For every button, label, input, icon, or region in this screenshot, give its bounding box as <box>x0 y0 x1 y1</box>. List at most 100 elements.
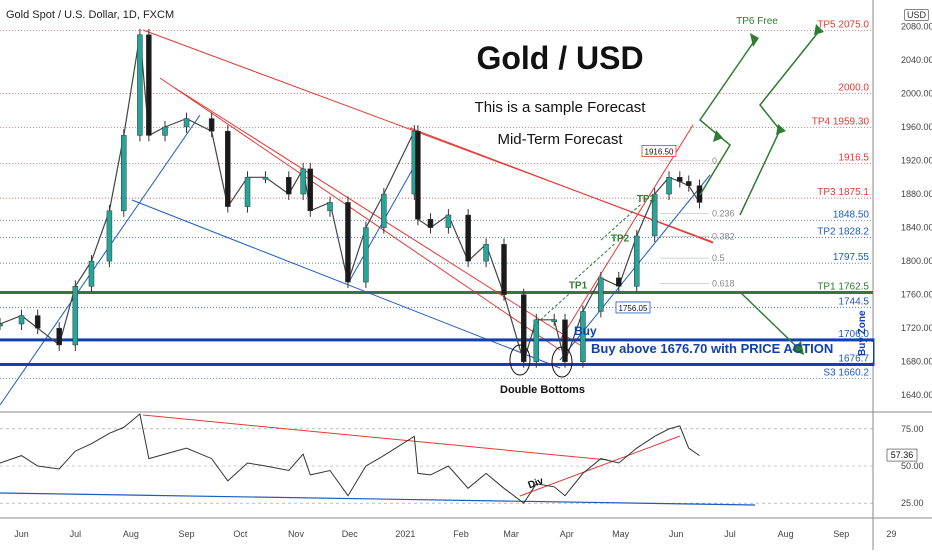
candle <box>56 327 62 346</box>
x-tick-label: Apr <box>560 529 574 539</box>
fib-label: 0.236 <box>712 209 735 219</box>
candle <box>520 294 527 362</box>
target-label: TP3 <box>637 194 656 205</box>
x-tick-label: Jun <box>669 529 684 539</box>
target-guide <box>532 290 574 327</box>
page-title: Gold / USD <box>476 40 644 76</box>
candle <box>580 311 586 362</box>
x-tick-label: Mar <box>503 529 519 539</box>
price-tag-label: 1756.05 <box>619 304 648 313</box>
candle <box>651 193 658 237</box>
candle <box>244 177 251 207</box>
candle <box>34 315 41 329</box>
candle <box>483 244 489 262</box>
level-label: TP2 1828.2 <box>817 226 869 237</box>
price-tag-box <box>615 301 651 314</box>
forecast-arrow <box>698 39 756 196</box>
candle <box>146 34 152 136</box>
y-tick-label: 1840.00 <box>901 223 932 233</box>
rsi-tick-label: 75.00 <box>901 424 924 434</box>
rsi-line <box>0 413 700 504</box>
level-label: 1916.5 <box>838 152 869 163</box>
buy-tag: Buy <box>574 324 597 338</box>
level-label: TP1 1762.5 <box>817 282 869 293</box>
candle <box>633 235 640 287</box>
candle <box>696 185 703 203</box>
level-label: TP3 1875.1 <box>817 187 869 198</box>
candle <box>616 277 622 287</box>
subtitle-sample: This is a sample Forecast <box>474 99 646 116</box>
double-bottom-circle <box>551 346 573 378</box>
candle <box>677 177 683 182</box>
x-tick-label: Jul <box>70 529 82 539</box>
target-guide <box>574 243 616 280</box>
x-tick-label: Oct <box>233 529 248 539</box>
arrowhead <box>750 33 759 47</box>
arrowhead <box>814 24 824 35</box>
y-tick-label: 1640.00 <box>901 390 932 400</box>
candle <box>551 319 557 323</box>
symbol-header: Gold Spot / U.S. Dollar, 1D, FXCM <box>6 9 175 21</box>
x-tick-label: Dec <box>342 529 359 539</box>
target-guide <box>600 203 642 241</box>
forecast-arrow <box>739 291 801 351</box>
candle <box>445 214 452 228</box>
candle <box>501 244 507 295</box>
double-bottom-circle <box>509 344 531 376</box>
fib-label: 0.382 <box>712 231 735 241</box>
candle <box>106 210 113 262</box>
fib-label: 0.618 <box>712 278 735 288</box>
x-tick-label: Jul <box>724 529 736 539</box>
fib-label: 0.5 <box>712 253 725 263</box>
candle <box>345 202 351 283</box>
y-tick-label: 1760.00 <box>901 290 932 300</box>
buy-zone-side-label: Buy Zone <box>857 310 868 356</box>
subtitle-midterm: Mid-Term Forecast <box>497 131 623 148</box>
price-tag-box <box>641 145 677 157</box>
candle <box>598 277 604 312</box>
x-tick-label: Sep <box>179 529 195 539</box>
candle <box>685 181 692 186</box>
candle <box>72 286 79 346</box>
level-label: TP5 2075.0 <box>817 20 869 31</box>
candle <box>327 202 333 212</box>
level-label: 1797.55 <box>833 252 870 263</box>
y-tick-label: 1680.00 <box>901 357 932 367</box>
x-tick-label: Aug <box>778 529 794 539</box>
candle <box>415 130 421 220</box>
candle <box>300 168 306 195</box>
y-tick-label: 1800.00 <box>901 256 932 266</box>
arrowhead <box>792 341 804 355</box>
fib-label: 0 <box>712 156 717 166</box>
candle <box>427 218 434 228</box>
target-label: TP2 <box>611 233 630 244</box>
candle <box>162 126 168 136</box>
y-tick-label: 2040.00 <box>901 55 932 65</box>
candle <box>262 177 269 180</box>
currency-badge: USD <box>904 9 930 21</box>
y-tick-label: 2000.00 <box>901 88 932 98</box>
price-tag-label: 1916.50 <box>645 147 674 156</box>
x-tick-label: Feb <box>453 529 469 539</box>
target-label: TP6 Free <box>736 16 778 27</box>
x-tick-label: Aug <box>123 529 139 539</box>
candle <box>0 323 3 327</box>
candle <box>18 315 25 325</box>
forecast-arrows <box>698 24 824 355</box>
candle <box>121 135 127 212</box>
arrowhead <box>713 130 723 142</box>
x-tick-label: Nov <box>288 529 305 539</box>
candle <box>562 319 568 362</box>
level-label: S3 1660.2 <box>823 367 869 378</box>
y-tick-label: 1960.00 <box>901 122 932 132</box>
candle <box>286 177 292 195</box>
rsi-tick-label: 25.00 <box>901 498 924 508</box>
x-tick-label: Sep <box>833 529 849 539</box>
forecast-arrow <box>739 29 821 216</box>
target-label: TP1 <box>569 281 588 292</box>
rsi-current-label: 57.36 <box>891 450 914 460</box>
rsi-current-box <box>886 448 918 462</box>
buy-zone-text: Buy above 1676.70 with PRICE ACTION <box>591 341 834 356</box>
